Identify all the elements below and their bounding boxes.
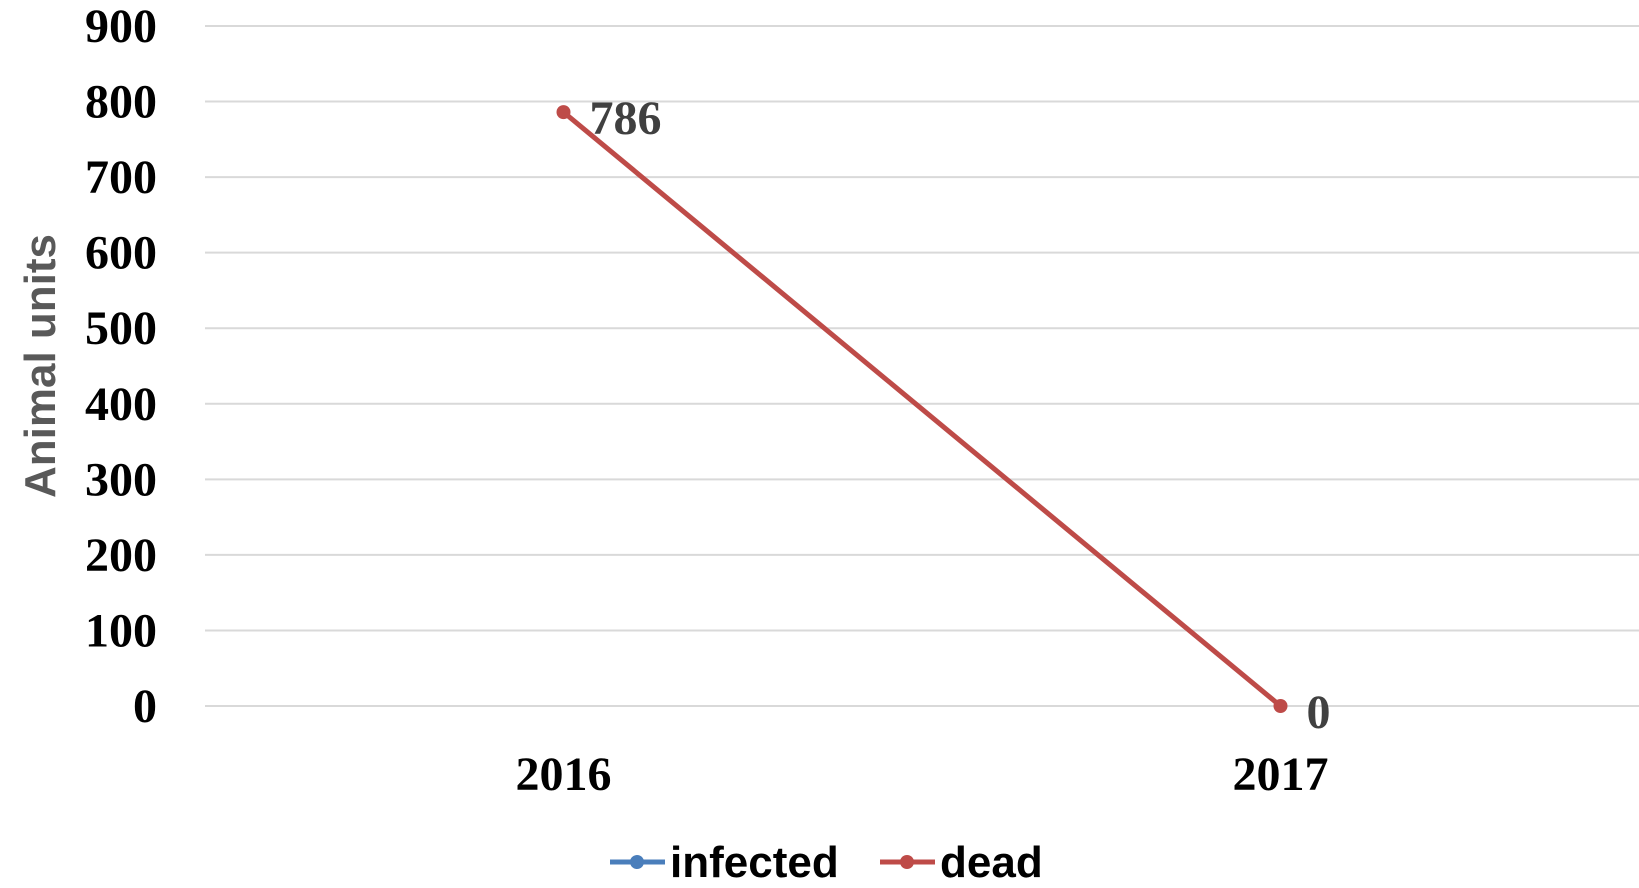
y-tick-label: 600	[85, 227, 157, 280]
y-tick-label: 400	[85, 378, 157, 431]
data-label: 786	[590, 92, 662, 145]
legend-label: infected	[670, 838, 839, 887]
y-tick-label: 900	[85, 0, 157, 53]
series-layer	[556, 105, 1288, 713]
legend-label: dead	[940, 838, 1043, 887]
data-point-dead	[556, 105, 571, 120]
y-tick-label: 500	[85, 302, 157, 355]
data-labels: 786 0	[590, 92, 1331, 739]
x-axis-ticks: 2016 2017	[516, 748, 1329, 801]
y-tick-label: 800	[85, 76, 157, 129]
y-tick-label: 700	[85, 151, 157, 204]
x-tick-label: 2017	[1233, 748, 1329, 801]
legend-swatch-marker	[900, 855, 914, 869]
data-label: 0	[1307, 686, 1331, 739]
y-tick-label: 300	[85, 453, 157, 506]
y-axis-title: Animal units	[16, 234, 65, 498]
gridlines	[205, 25, 1639, 707]
y-tick-label: 200	[85, 529, 157, 582]
y-tick-label: 100	[85, 604, 157, 657]
data-point-dead	[1273, 699, 1288, 713]
legend: infected dead	[610, 838, 1043, 887]
y-axis-ticks: 0 100 200 300 400 500 600 700 800 900	[85, 0, 157, 733]
y-tick-label: 0	[133, 680, 157, 733]
legend-swatch-marker	[630, 855, 644, 869]
series-line-dead	[561, 110, 1283, 708]
x-tick-label: 2016	[516, 748, 612, 801]
